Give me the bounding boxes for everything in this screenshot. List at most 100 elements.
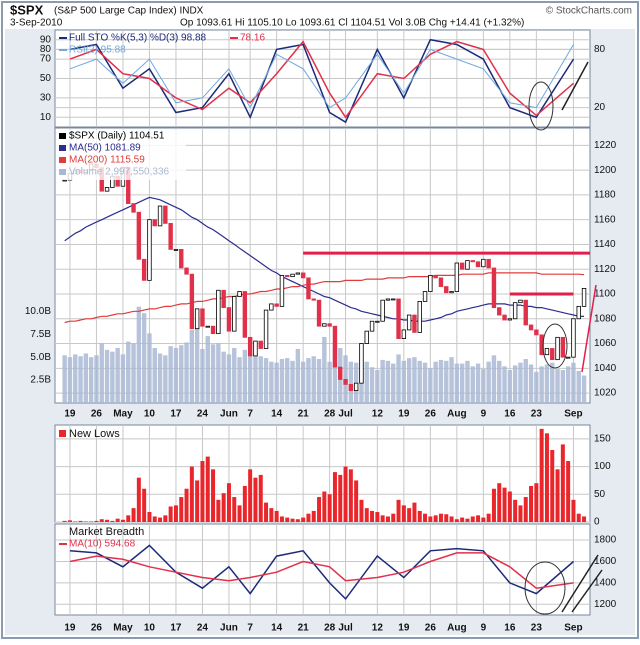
candle bbox=[502, 314, 507, 321]
bar bbox=[237, 505, 242, 522]
candle bbox=[221, 289, 226, 309]
candle bbox=[194, 308, 200, 330]
volume-bar bbox=[444, 360, 449, 403]
bar bbox=[470, 516, 475, 522]
bar bbox=[110, 520, 115, 522]
y-tick-label: 1080 bbox=[594, 313, 617, 324]
volume-bar bbox=[300, 361, 306, 403]
bar bbox=[258, 474, 263, 522]
candle bbox=[385, 298, 391, 301]
panel-title: Market Breadth bbox=[69, 526, 144, 538]
candle bbox=[157, 205, 163, 227]
bar bbox=[269, 508, 274, 522]
volume-bar bbox=[449, 357, 454, 403]
candle bbox=[486, 258, 491, 269]
volume-bar bbox=[173, 348, 179, 403]
x-tick-label: 10 bbox=[144, 409, 156, 420]
candle bbox=[295, 272, 301, 275]
volume-bar bbox=[205, 336, 210, 403]
bar bbox=[491, 488, 496, 522]
candle bbox=[104, 187, 110, 192]
candle bbox=[269, 303, 274, 311]
volume-bar bbox=[481, 369, 486, 403]
candle bbox=[412, 314, 417, 333]
candle bbox=[200, 308, 205, 327]
volume-bar bbox=[528, 364, 534, 403]
candle bbox=[396, 298, 401, 339]
bar bbox=[550, 449, 555, 522]
bar bbox=[78, 520, 83, 522]
bar bbox=[142, 488, 147, 522]
bar bbox=[513, 499, 518, 522]
y-tick-label: 90 bbox=[40, 34, 52, 45]
series-line bbox=[64, 272, 585, 324]
x-tick-label: 9 bbox=[481, 623, 487, 634]
volume-bar bbox=[417, 360, 422, 403]
volume-bar bbox=[518, 362, 523, 403]
bar bbox=[507, 491, 512, 522]
y-tick-label: 1180 bbox=[594, 190, 616, 201]
x-tick-label: 16 bbox=[504, 623, 516, 634]
bar bbox=[476, 515, 481, 522]
bar bbox=[460, 517, 465, 522]
volume-bar bbox=[237, 357, 242, 403]
y-tick-label: 50 bbox=[594, 489, 606, 500]
y-tick-label: 0 bbox=[594, 517, 600, 528]
candle bbox=[454, 262, 460, 292]
series-line bbox=[69, 40, 574, 119]
bar bbox=[544, 433, 549, 522]
bar bbox=[226, 483, 231, 522]
candle bbox=[322, 323, 327, 327]
bar bbox=[136, 477, 141, 522]
volume-bar bbox=[459, 363, 465, 403]
y-tick-label: 1200 bbox=[594, 165, 617, 176]
bar bbox=[338, 474, 343, 522]
bar bbox=[126, 515, 131, 522]
bar bbox=[332, 472, 337, 522]
candle bbox=[141, 258, 147, 281]
bar bbox=[73, 521, 78, 522]
volume-bar bbox=[285, 358, 290, 403]
volume-bar bbox=[179, 345, 184, 403]
legend-label: MA(50) 1081.89 bbox=[69, 143, 141, 154]
bar bbox=[539, 428, 544, 522]
y-tick-label: 80 bbox=[40, 44, 52, 55]
volume-bar bbox=[332, 347, 338, 403]
y-tick-label: 50 bbox=[40, 73, 52, 84]
legend-swatch bbox=[59, 430, 66, 437]
bar bbox=[216, 499, 221, 522]
bar bbox=[523, 497, 528, 522]
legend-swatch bbox=[59, 157, 66, 163]
bar bbox=[486, 513, 491, 522]
bar bbox=[211, 469, 216, 522]
y-tick-label: 150 bbox=[594, 433, 611, 444]
bar bbox=[89, 521, 94, 522]
x-tick-label: 17 bbox=[170, 623, 182, 634]
bar bbox=[359, 499, 364, 522]
volume-bar bbox=[565, 366, 571, 403]
bar bbox=[99, 519, 104, 522]
volume-bar bbox=[385, 360, 391, 403]
series-line bbox=[69, 552, 574, 589]
candle bbox=[380, 299, 385, 322]
volume-bar bbox=[486, 361, 491, 403]
bar bbox=[385, 516, 390, 522]
x-tick-label: 28 bbox=[324, 409, 336, 420]
x-tick-label: 26 bbox=[425, 623, 437, 634]
candle bbox=[62, 179, 67, 182]
bar bbox=[529, 485, 534, 522]
x-tick-label: Sep bbox=[564, 409, 582, 420]
bar bbox=[449, 516, 454, 522]
annotation-ellipse bbox=[542, 323, 568, 369]
legend-background bbox=[56, 130, 186, 180]
y-tick-label: 1160 bbox=[594, 214, 616, 225]
trend-line bbox=[561, 554, 599, 613]
legend-label: $SPX (Daily) 1104.51 bbox=[69, 131, 165, 142]
bar bbox=[396, 499, 401, 522]
bar bbox=[152, 516, 157, 522]
y-tick-label: 1140 bbox=[594, 239, 616, 250]
candle bbox=[369, 320, 375, 332]
volume-bar bbox=[475, 363, 481, 403]
candle bbox=[226, 307, 232, 332]
volume-bar bbox=[141, 313, 147, 403]
